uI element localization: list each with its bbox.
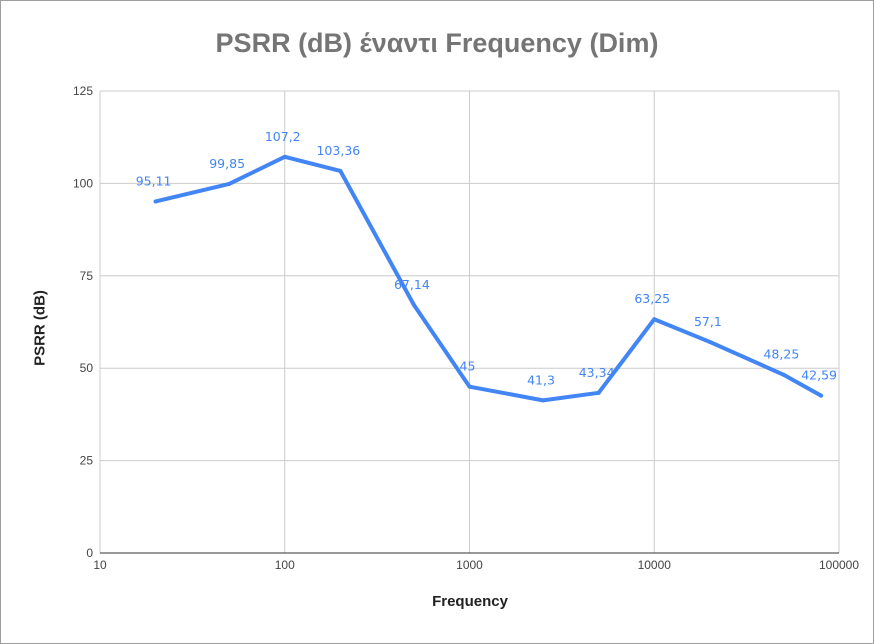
x-axis-ticks: 10 100 1000 10000 100000	[93, 558, 859, 572]
y-tick-label: 100	[73, 176, 93, 190]
data-label: 43,34	[579, 365, 615, 380]
data-label: 95,11	[136, 173, 172, 188]
x-tick-label: 100000	[819, 558, 859, 572]
data-points	[153, 154, 824, 403]
data-series	[153, 154, 824, 403]
data-point	[411, 302, 416, 307]
data-point	[282, 154, 287, 159]
x-tick-label: 1000	[456, 558, 483, 572]
chart-title: PSRR (dB) έναντι Frequency (Dim)	[215, 28, 659, 58]
y-tick-label: 25	[80, 454, 94, 468]
series-line	[153, 154, 824, 403]
data-label: 41,3	[527, 372, 555, 387]
data-point	[652, 317, 657, 322]
data-point	[153, 199, 158, 204]
data-label: 107,2	[265, 129, 301, 144]
y-tick-label: 125	[73, 84, 93, 98]
data-point	[467, 384, 472, 389]
data-point	[596, 390, 601, 395]
data-point	[781, 372, 786, 377]
data-label: 48,25	[763, 347, 799, 362]
data-labels: 95,11 99,85 107,2 103,36 67,14 45 41,3 43,34 63,…	[136, 129, 837, 388]
data-label: 99,85	[209, 156, 245, 171]
data-label: 67,14	[394, 277, 430, 292]
data-point	[227, 181, 232, 186]
x-tick-label: 10000	[638, 558, 672, 572]
x-tick-label: 100	[275, 558, 295, 572]
data-label: 63,25	[634, 291, 670, 306]
y-tick-label: 75	[80, 269, 94, 283]
data-point	[819, 393, 824, 398]
data-point	[338, 168, 343, 173]
data-label: 45	[460, 359, 476, 374]
x-tick-label: 10	[93, 558, 107, 572]
data-label: 57,1	[694, 314, 722, 329]
data-point	[541, 398, 546, 403]
y-tick-label: 0	[86, 546, 93, 560]
y-axis-ticks: 0 25 50 75 100 125	[73, 84, 93, 560]
x-axis-label: Frequency	[432, 593, 508, 610]
data-point	[707, 339, 712, 344]
data-label: 103,36	[316, 143, 360, 158]
data-label: 42,59	[801, 368, 837, 383]
y-tick-label: 50	[80, 361, 94, 375]
